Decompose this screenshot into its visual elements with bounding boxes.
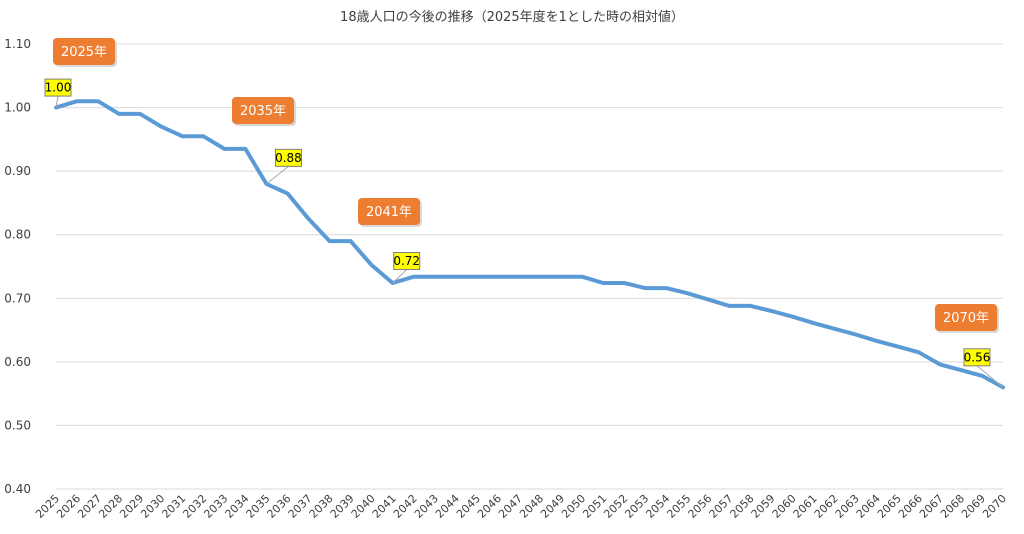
- data-label-box: [963, 348, 991, 367]
- year-callout-label: 2025年: [61, 45, 107, 60]
- y-axis-ticks: 0.40 0.50 0.60 0.70 0.80 0.90 1.00 1.10: [4, 37, 31, 496]
- data-label-box: [44, 78, 72, 97]
- year-callout-label: 2041年: [366, 205, 412, 220]
- x-axis-ticks: 2025202620272028202920302031203220332034…: [33, 492, 1009, 521]
- y-tick-label: 0.70: [4, 291, 31, 305]
- data-label-box: [274, 148, 302, 167]
- year-callout-label: 2070年: [943, 311, 989, 326]
- data-labels: 1.00 0.88 0.72 0.56: [44, 78, 1004, 388]
- y-tick-label: 1.10: [4, 37, 31, 51]
- x-tick-label: 2070: [980, 492, 1009, 521]
- chart-title: 18歳人口の今後の推移（2025年度を1とした時の相対値）: [340, 9, 684, 25]
- gridlines: [56, 43, 1003, 490]
- year-callout-label: 2035年: [240, 104, 286, 119]
- series-layer: [54, 99, 1005, 390]
- y-tick-label: 0.40: [4, 482, 31, 496]
- data-label: 0.88: [275, 151, 302, 165]
- data-label-box: [393, 252, 421, 271]
- data-label-leader: [976, 365, 1004, 388]
- y-tick-label: 1.00: [4, 101, 31, 115]
- data-label: 0.72: [393, 254, 420, 268]
- data-label-leader: [266, 165, 289, 185]
- y-tick-label: 0.80: [4, 228, 31, 242]
- data-label: 0.56: [964, 350, 991, 364]
- year-callout-box: [935, 304, 997, 331]
- year-callout-box: [53, 38, 115, 65]
- year-callout-box: [358, 198, 420, 225]
- y-tick-label: 0.50: [4, 418, 31, 432]
- year-callouts: 2025年 2035年 2041年 2070年: [53, 38, 999, 333]
- data-label-leader: [392, 269, 408, 284]
- data-label: 1.00: [45, 81, 72, 95]
- y-tick-label: 0.90: [4, 164, 31, 178]
- data-label-leader: [55, 95, 59, 108]
- y-tick-label: 0.60: [4, 355, 31, 369]
- year-callout-box: [232, 97, 294, 124]
- series-line: [54, 99, 1005, 390]
